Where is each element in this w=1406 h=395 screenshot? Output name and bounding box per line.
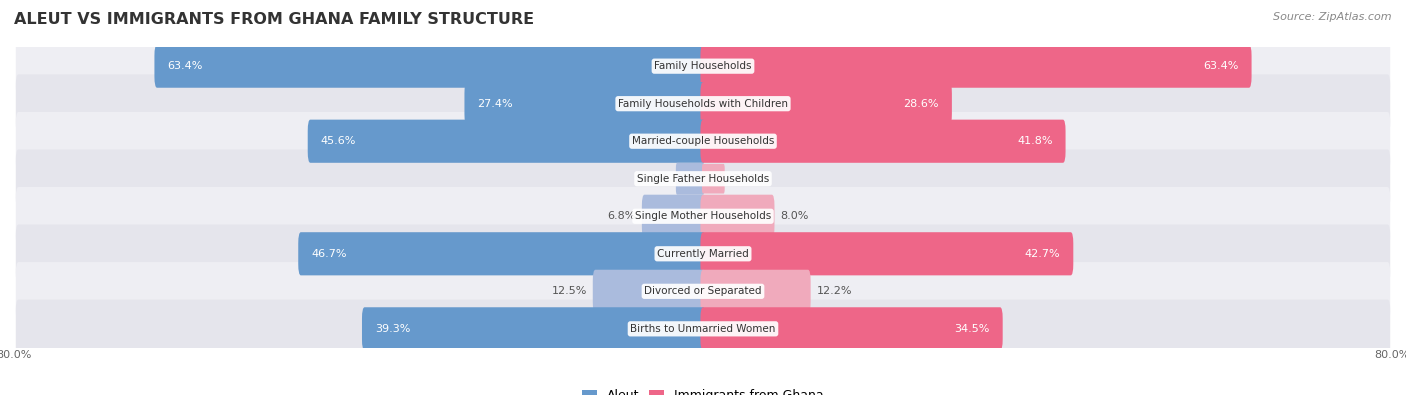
FancyBboxPatch shape xyxy=(593,270,706,313)
FancyBboxPatch shape xyxy=(15,187,1391,246)
Text: Married-couple Households: Married-couple Households xyxy=(631,136,775,146)
FancyBboxPatch shape xyxy=(15,112,1391,171)
Text: 39.3%: 39.3% xyxy=(375,324,411,334)
Text: 12.5%: 12.5% xyxy=(551,286,586,296)
Text: Family Households with Children: Family Households with Children xyxy=(619,99,787,109)
FancyBboxPatch shape xyxy=(15,299,1391,358)
FancyBboxPatch shape xyxy=(15,149,1391,208)
Text: 27.4%: 27.4% xyxy=(478,99,513,109)
FancyBboxPatch shape xyxy=(155,45,706,88)
Text: 28.6%: 28.6% xyxy=(904,99,939,109)
FancyBboxPatch shape xyxy=(700,232,1073,275)
FancyBboxPatch shape xyxy=(700,120,1066,163)
Text: Source: ZipAtlas.com: Source: ZipAtlas.com xyxy=(1274,12,1392,22)
Text: 2.4%: 2.4% xyxy=(733,174,761,184)
FancyBboxPatch shape xyxy=(700,270,811,313)
FancyBboxPatch shape xyxy=(15,37,1391,96)
FancyBboxPatch shape xyxy=(700,82,952,125)
FancyBboxPatch shape xyxy=(298,232,706,275)
FancyBboxPatch shape xyxy=(308,120,706,163)
Text: 42.7%: 42.7% xyxy=(1025,249,1060,259)
Text: 63.4%: 63.4% xyxy=(167,61,202,71)
Text: 63.4%: 63.4% xyxy=(1204,61,1239,71)
Text: 46.7%: 46.7% xyxy=(311,249,347,259)
Text: Family Households: Family Households xyxy=(654,61,752,71)
Text: ALEUT VS IMMIGRANTS FROM GHANA FAMILY STRUCTURE: ALEUT VS IMMIGRANTS FROM GHANA FAMILY ST… xyxy=(14,12,534,27)
Text: 45.6%: 45.6% xyxy=(321,136,356,146)
FancyBboxPatch shape xyxy=(700,45,1251,88)
Text: 41.8%: 41.8% xyxy=(1017,136,1053,146)
FancyBboxPatch shape xyxy=(361,307,706,350)
Text: Divorced or Separated: Divorced or Separated xyxy=(644,286,762,296)
FancyBboxPatch shape xyxy=(702,164,724,194)
FancyBboxPatch shape xyxy=(700,307,1002,350)
FancyBboxPatch shape xyxy=(643,195,706,238)
FancyBboxPatch shape xyxy=(676,163,704,195)
FancyBboxPatch shape xyxy=(15,224,1391,283)
FancyBboxPatch shape xyxy=(15,262,1391,321)
FancyBboxPatch shape xyxy=(700,195,775,238)
Text: Currently Married: Currently Married xyxy=(657,249,749,259)
Text: Single Mother Households: Single Mother Households xyxy=(636,211,770,221)
Text: Single Father Households: Single Father Households xyxy=(637,174,769,184)
Text: 34.5%: 34.5% xyxy=(955,324,990,334)
Text: Births to Unmarried Women: Births to Unmarried Women xyxy=(630,324,776,334)
Text: 12.2%: 12.2% xyxy=(817,286,852,296)
FancyBboxPatch shape xyxy=(464,82,706,125)
Text: 6.8%: 6.8% xyxy=(607,211,636,221)
FancyBboxPatch shape xyxy=(15,74,1391,133)
Text: 8.0%: 8.0% xyxy=(780,211,808,221)
Text: 3.0%: 3.0% xyxy=(640,174,669,184)
Legend: Aleut, Immigrants from Ghana: Aleut, Immigrants from Ghana xyxy=(576,384,830,395)
